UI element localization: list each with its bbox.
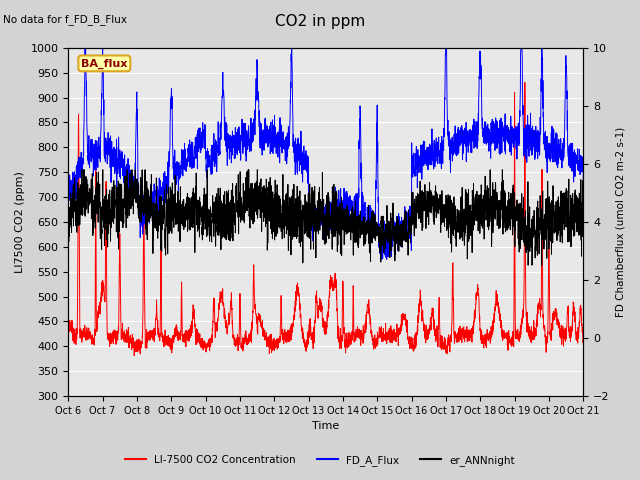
Text: BA_flux: BA_flux xyxy=(81,58,127,69)
Legend: LI-7500 CO2 Concentration, FD_A_Flux, er_ANNnight: LI-7500 CO2 Concentration, FD_A_Flux, er… xyxy=(121,451,519,470)
Text: No data for f_FD_B_Flux: No data for f_FD_B_Flux xyxy=(3,14,127,25)
Y-axis label: FD Chamberflux (umol CO2 m-2 s-1): FD Chamberflux (umol CO2 m-2 s-1) xyxy=(615,127,625,317)
Y-axis label: LI7500 CO2 (ppm): LI7500 CO2 (ppm) xyxy=(15,171,25,273)
Text: CO2 in ppm: CO2 in ppm xyxy=(275,14,365,29)
X-axis label: Time: Time xyxy=(312,421,339,432)
